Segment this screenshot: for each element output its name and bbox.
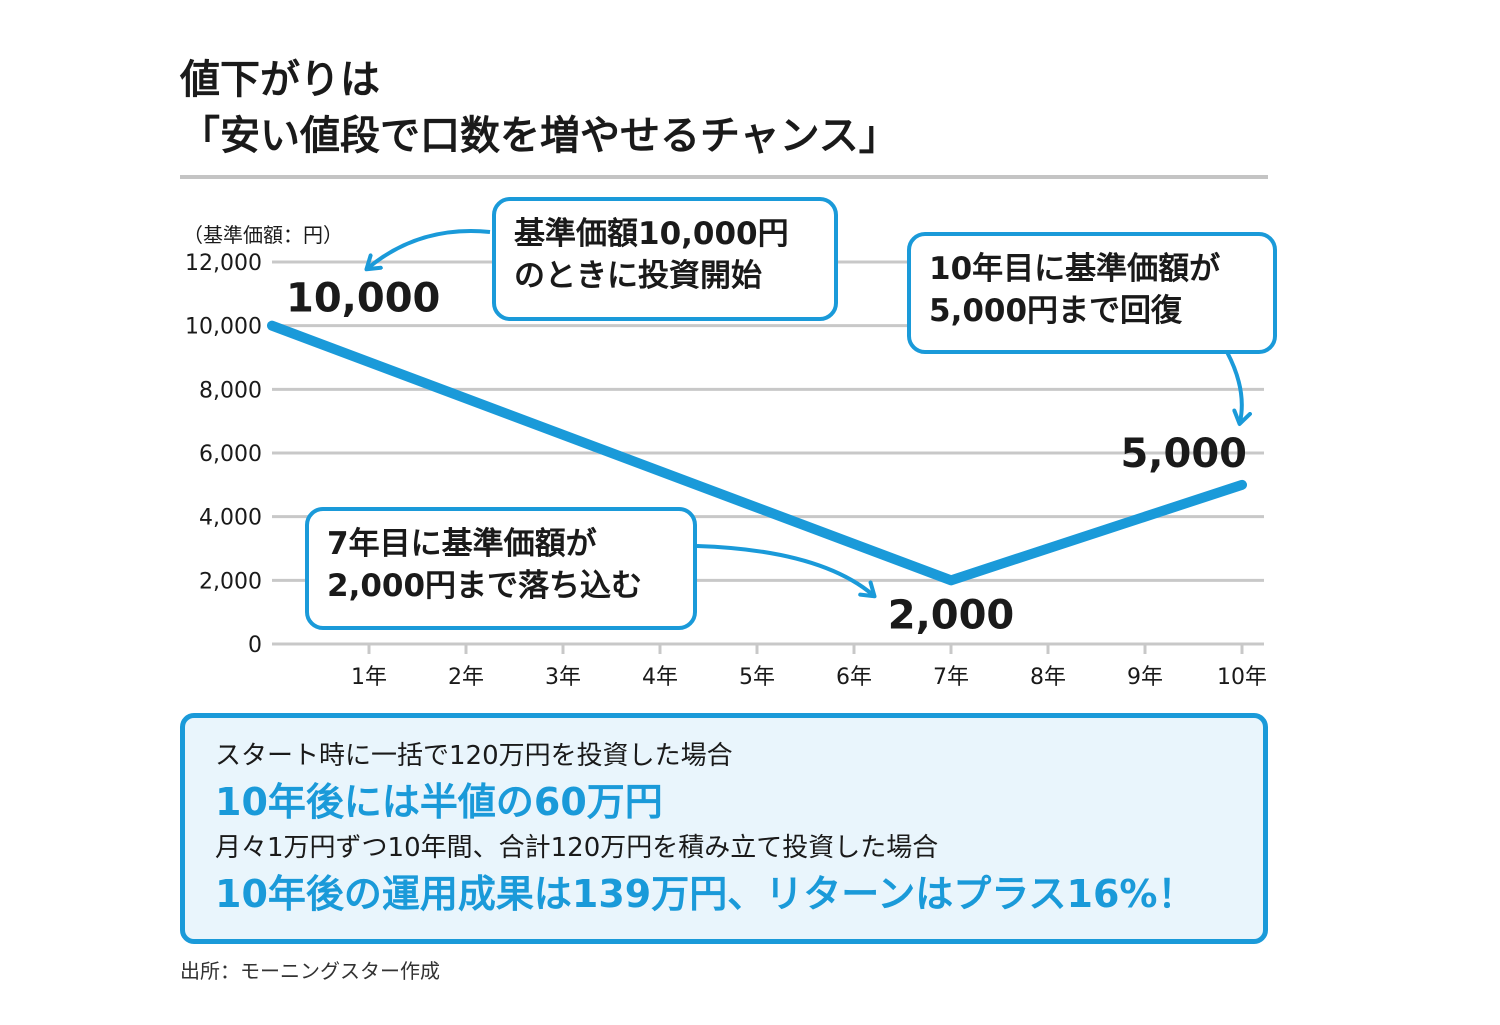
x-tick-label: 6年: [836, 665, 872, 690]
x-tick-label: 3年: [545, 665, 581, 690]
start-callout-line-2: のときに投資開始: [514, 258, 762, 294]
y-tick-label: 6,000: [199, 442, 262, 467]
y-tick-label: 12,000: [185, 251, 262, 276]
y-tick-label: 2,000: [199, 569, 262, 594]
x-tick-label: 4年: [642, 665, 678, 690]
start-callout: 基準価額10,000円 のときに投資開始: [492, 197, 838, 321]
line-chart: 0 2,000 4,000 6,000 8,000 10,000 12,000 （基準価額：円…: [183, 223, 1267, 690]
title-line-2: 「安い値段で口数を増やせるチャンス」: [180, 113, 899, 159]
x-tick-label: 7年: [933, 665, 969, 690]
title-line-1: 値下がりは: [180, 57, 380, 103]
bottom-callout-line-2: 2,000円まで落ち込む: [327, 568, 643, 604]
summary-monthly-text: 月々1万円ずつ10年間、合計120万円を積み立て投資した場合: [215, 833, 939, 863]
title-divider: [180, 175, 1268, 179]
summary-box: スタート時に一括で120万円を投資した場合 10年後には半値の60万円 月々1万…: [180, 713, 1268, 944]
y-tick-label: 10,000: [185, 315, 262, 340]
recover-callout: 10年目に基準価額が 5,000円まで回復: [907, 232, 1277, 354]
x-tick-label: 10年: [1217, 665, 1267, 690]
recover-callout-line-1: 10年目に基準価額が: [929, 251, 1221, 287]
bottom-callout-line-1: 7年目に基準価額が: [327, 526, 597, 562]
y-axis-label: （基準価額：円）: [183, 223, 343, 247]
point-label: 10,000: [286, 276, 440, 322]
x-tick-label: 8年: [1030, 665, 1066, 690]
source-note: 出所：モーニングスター作成: [180, 959, 440, 983]
x-tick-label: 9年: [1127, 665, 1163, 690]
x-tick-label: 2年: [448, 665, 484, 690]
y-tick-label: 4,000: [199, 506, 262, 531]
recover-callout-line-2: 5,000円まで回復: [929, 293, 1183, 329]
y-tick-label: 8,000: [199, 378, 262, 403]
start-callout-line-1: 基準価額10,000円: [514, 216, 789, 252]
start-callout-arrow: [364, 229, 491, 272]
summary-lump-sum-result: 10年後には半値の60万円: [215, 780, 663, 824]
recover-callout-arrow: [1225, 351, 1252, 426]
summary-monthly-result: 10年後の運用成果は139万円、リターンはプラス16%！: [215, 872, 1196, 916]
point-label: 2,000: [888, 592, 1015, 638]
summary-lump-sum-text: スタート時に一括で120万円を投資した場合: [215, 741, 733, 771]
x-tick-label: 1年: [351, 665, 387, 690]
point-label: 5,000: [1120, 431, 1247, 477]
page-title: 値下がりは 「安い値段で口数を増やせるチャンス」: [180, 52, 899, 164]
x-tick-label: 5年: [739, 665, 775, 690]
bottom-callout: 7年目に基準価額が 2,000円まで落ち込む: [305, 507, 697, 630]
series-line: [267, 320, 1247, 586]
bottom-callout-arrow: [696, 544, 877, 599]
y-tick-label: 0: [248, 633, 262, 658]
